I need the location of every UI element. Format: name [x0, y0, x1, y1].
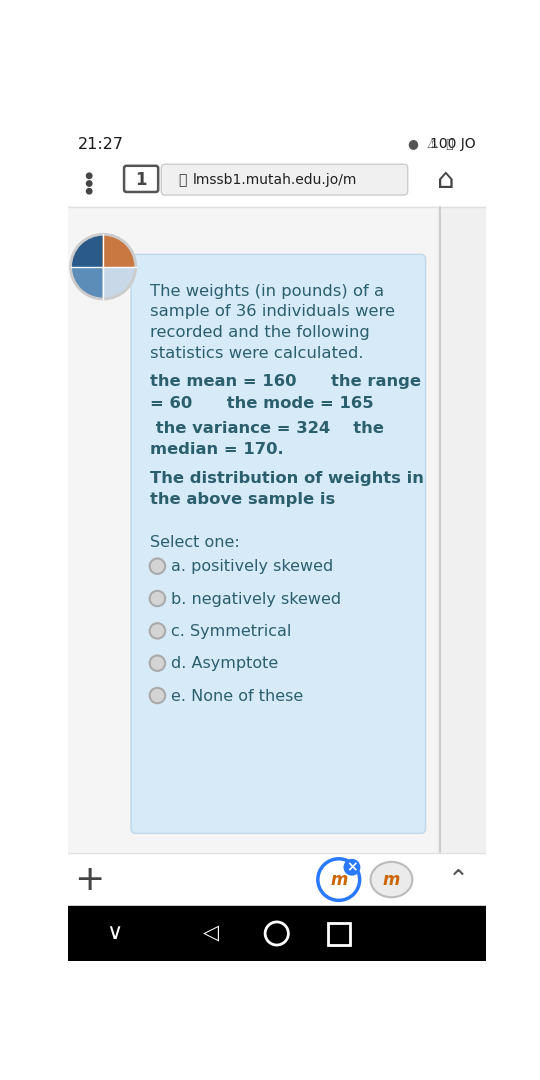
Text: ∨: ∨	[106, 923, 122, 944]
Circle shape	[318, 859, 360, 901]
Text: median = 170.: median = 170.	[150, 442, 284, 457]
Text: = 60      the mode = 165: = 60 the mode = 165	[150, 396, 373, 411]
Bar	[68, 853, 486, 906]
Text: e. None of these: e. None of these	[171, 689, 303, 704]
Text: a. positively skewed: a. positively skewed	[171, 559, 334, 575]
Bar	[328, 923, 349, 945]
Text: the above sample is: the above sample is	[150, 492, 335, 508]
Text: the variance = 324    the: the variance = 324 the	[150, 421, 383, 435]
Wedge shape	[103, 267, 136, 299]
Text: lmssb1.mutah.edu.jo/m: lmssb1.mutah.edu.jo/m	[193, 174, 357, 188]
Bar	[68, 130, 486, 159]
Circle shape	[150, 656, 165, 671]
Text: m: m	[330, 872, 347, 889]
Circle shape	[150, 623, 165, 638]
Circle shape	[150, 688, 165, 703]
Text: ×: ×	[346, 861, 357, 875]
Bar	[68, 206, 486, 853]
Text: Select one:: Select one:	[150, 535, 239, 550]
Text: 100 JO: 100 JO	[429, 137, 475, 151]
Text: m: m	[383, 872, 400, 889]
Wedge shape	[71, 267, 103, 299]
Circle shape	[86, 189, 92, 194]
Circle shape	[86, 180, 92, 186]
FancyBboxPatch shape	[131, 255, 426, 834]
Text: c. Symmetrical: c. Symmetrical	[171, 624, 292, 639]
Wedge shape	[103, 234, 136, 267]
Bar	[68, 206, 436, 853]
FancyBboxPatch shape	[161, 164, 408, 195]
Text: ◁: ◁	[203, 923, 219, 944]
Ellipse shape	[370, 862, 413, 897]
Text: the mean = 160      the range: the mean = 160 the range	[150, 375, 421, 390]
Text: ⌂: ⌂	[437, 165, 455, 193]
Text: ⌃: ⌃	[448, 867, 469, 892]
Text: b. negatively skewed: b. negatively skewed	[171, 592, 341, 607]
Wedge shape	[71, 234, 103, 267]
Circle shape	[150, 591, 165, 606]
Text: 🔒: 🔒	[178, 174, 187, 188]
Circle shape	[86, 173, 92, 178]
Text: d. Asymptote: d. Asymptote	[171, 657, 279, 672]
Bar	[68, 906, 486, 961]
Circle shape	[344, 860, 360, 875]
Text: recorded and the following: recorded and the following	[150, 325, 369, 340]
Text: +: +	[74, 863, 104, 896]
Text: ●  ⚠  Ⓐ: ● ⚠ Ⓐ	[408, 138, 454, 151]
FancyBboxPatch shape	[124, 166, 158, 192]
Text: sample of 36 individuals were: sample of 36 individuals were	[150, 305, 395, 320]
Text: The distribution of weights in: The distribution of weights in	[150, 472, 423, 486]
Circle shape	[150, 558, 165, 573]
Text: statistics were calculated.: statistics were calculated.	[150, 346, 363, 361]
Text: 1: 1	[136, 171, 147, 189]
Text: The weights (in pounds) of a: The weights (in pounds) of a	[150, 284, 384, 298]
Circle shape	[71, 234, 136, 299]
Bar	[68, 159, 486, 206]
Text: 21:27: 21:27	[78, 137, 124, 151]
